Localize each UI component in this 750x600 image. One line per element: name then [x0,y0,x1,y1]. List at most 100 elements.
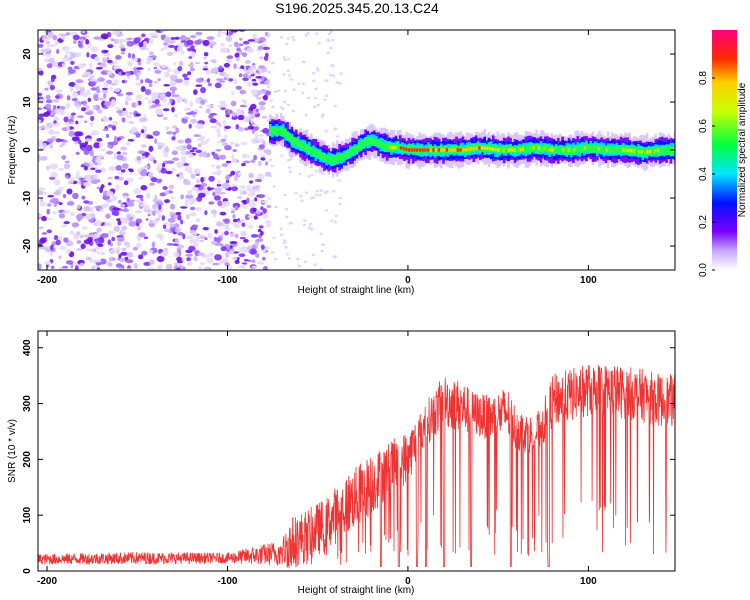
noise-speckle [193,255,198,262]
ridge-cell [652,147,655,157]
noise-speckle [238,73,243,78]
noise-speckle [82,100,87,107]
noise-speckle [40,237,47,244]
noise-speckle [284,207,288,211]
noise-speckle [65,260,74,265]
ridge-cell [329,155,333,165]
ridge-core-cell [573,148,576,152]
ridge-core-cell [421,148,424,152]
noise-speckle [166,131,174,135]
ridge-cell [528,145,532,154]
noise-speckle [71,136,80,142]
noise-speckle [77,139,82,145]
noise-speckle [263,266,268,270]
noise-speckle [115,184,120,191]
noise-speckle [187,71,192,76]
noise-speckle [311,72,316,75]
ridge-cell [292,136,296,146]
noise-speckle [117,172,124,176]
noise-speckle [271,105,275,109]
noise-speckle [240,65,245,69]
ridge-core-cell [654,149,657,153]
noise-speckle [313,105,317,109]
noise-speckle [247,81,252,88]
noise-speckle [234,52,240,58]
ridge-cell [305,144,309,153]
ridge-cell [524,146,528,154]
noise-speckle [129,128,137,133]
ridge-cell [359,141,363,151]
noise-speckle [252,33,257,38]
noise-speckle [262,212,269,220]
noise-speckle [97,243,104,248]
noise-speckle [89,120,94,127]
noise-speckle [100,148,106,152]
noise-speckle [107,262,112,267]
noise-speckle [213,214,217,218]
noise-speckle [183,182,192,185]
noise-speckle [76,231,81,236]
noise-speckle [231,117,238,120]
noise-speckle [239,89,247,95]
noise-speckle [61,265,69,269]
chart-title: S196.2025.345.20.13.C24 [275,0,439,16]
noise-speckle [91,130,99,136]
noise-speckle [72,92,79,98]
noise-speckle [86,89,91,96]
noise-speckle [166,67,172,72]
ridge-cell [515,145,519,153]
noise-speckle [181,266,186,270]
ridge-core-cell [513,148,516,152]
noise-speckle [225,160,232,164]
noise-speckle [127,139,135,142]
noise-speckle [148,51,154,56]
noise-speckle [80,164,86,168]
noise-speckle [243,155,251,158]
noise-speckle [38,107,43,110]
ridge-cell [669,146,673,156]
noise-speckle [140,117,148,122]
noise-speckle [87,97,92,103]
noise-speckle [253,155,257,161]
noise-speckle [91,248,97,253]
noise-speckle [89,75,95,79]
ridge-cell [539,145,543,153]
noise-speckle [118,199,122,204]
noise-speckle [189,201,194,205]
noise-speckle [257,45,264,50]
noise-speckle [304,113,308,117]
noise-speckle [70,263,74,269]
noise-speckle [141,168,147,174]
noise-speckle [125,244,131,249]
noise-speckle [97,77,105,82]
noise-speckle [241,190,247,196]
noise-speckle [338,202,342,206]
noise-speckle [250,112,256,119]
noise-speckle [43,125,51,130]
noise-speckle [183,163,190,166]
noise-speckle [247,215,255,219]
noise-speckle [216,78,224,81]
noise-speckle [114,59,118,65]
ridge-core-cell [462,148,465,152]
noise-speckle [103,93,107,99]
noise-speckle [157,145,163,150]
ridge-cell [364,137,367,147]
noise-speckle [50,76,55,83]
noise-speckle [338,196,342,200]
noise-speckle [326,39,331,43]
noise-speckle [234,260,240,264]
noise-speckle [84,105,90,111]
noise-speckle [147,67,151,72]
noise-speckle [135,194,144,199]
noise-speckle [160,47,165,52]
noise-speckle [99,258,107,265]
noise-speckle [152,130,160,136]
ridge-cell [535,144,538,154]
noise-speckle [232,214,236,219]
ridge-cell [576,145,580,153]
ridge-cell [574,146,577,154]
noise-speckle [137,225,141,231]
noise-speckle [280,154,284,157]
ridge-core-cell [416,148,419,152]
